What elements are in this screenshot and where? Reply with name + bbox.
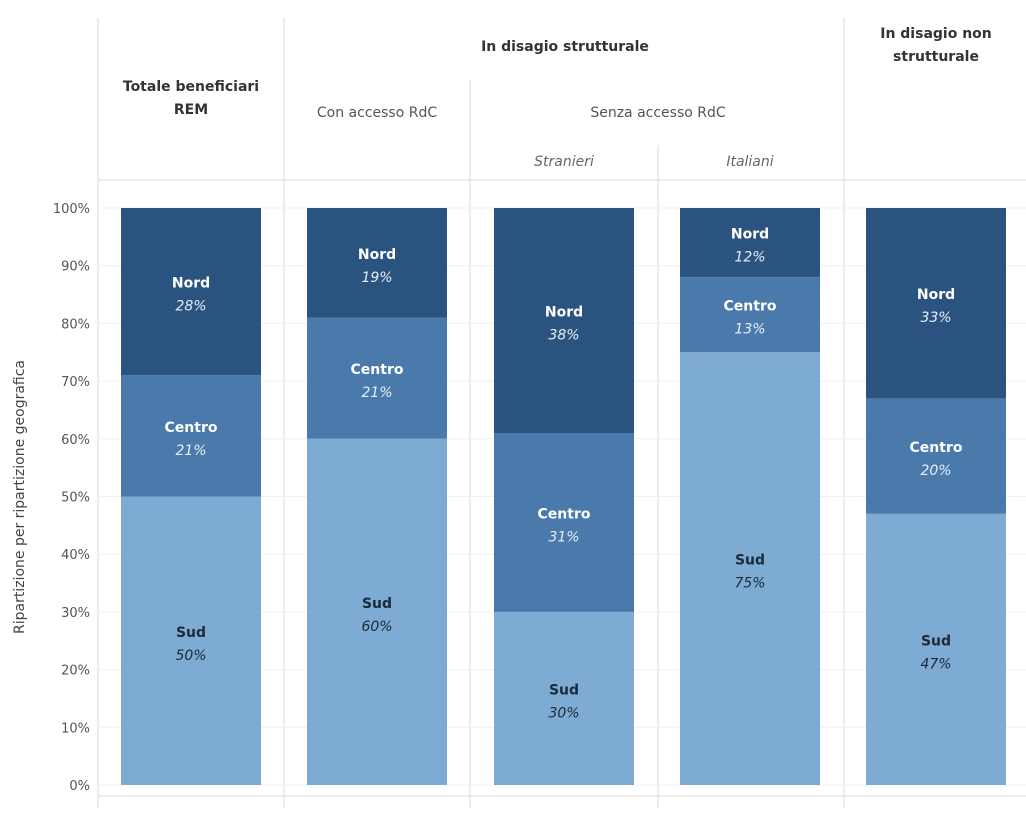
bar-segment-centro — [307, 317, 447, 439]
header-senza-accesso: Senza accesso RdC — [590, 105, 726, 121]
segment-value-label: 33% — [920, 310, 951, 326]
segment-value-label: 31% — [548, 529, 579, 545]
bar-segment-centro — [121, 375, 261, 497]
header-strutturale: In disagio strutturale — [481, 39, 649, 55]
segment-value-label: 13% — [734, 322, 765, 338]
segment-name-label: Nord — [917, 287, 955, 303]
y-tick-label: 80% — [61, 317, 90, 332]
bar-segment-nord — [866, 208, 1006, 399]
bar-segment-sud — [866, 513, 1006, 785]
segment-value-label: 30% — [548, 705, 579, 721]
y-tick-label: 60% — [61, 433, 90, 448]
segment-name-label: Nord — [172, 276, 210, 292]
y-tick-label: 30% — [61, 606, 90, 621]
header-grid — [97, 18, 1026, 808]
bar-segment-nord — [307, 208, 447, 318]
bar-segment-centro — [494, 433, 634, 612]
segment-value-label: 21% — [175, 443, 206, 459]
segment-name-label: Centro — [910, 440, 963, 456]
bar-segment-nord — [121, 208, 261, 376]
bar-segment-centro — [680, 277, 820, 353]
y-tick-label: 40% — [61, 548, 90, 563]
segment-name-label: Centro — [165, 420, 218, 436]
y-axis-ticks: 0% 10% 20% 30% 40% 50% 60% 70% 80% 90% 100% — [53, 202, 90, 794]
segment-name-label: Nord — [358, 247, 396, 263]
bar-segment-nord — [680, 208, 820, 278]
segment-name-label: Sud — [549, 682, 579, 698]
segment-value-label: 21% — [361, 385, 392, 401]
y-tick-label: 20% — [61, 664, 90, 679]
header-totale-line2: REM — [174, 102, 208, 118]
bar-segment-sud — [307, 438, 447, 785]
header-totale-line1: Totale beneficiari — [123, 79, 259, 95]
segment-name-label: Centro — [724, 299, 777, 315]
bar-segment-sud — [680, 352, 820, 785]
y-tick-label: 0% — [69, 779, 90, 794]
y-tick-label: 70% — [61, 375, 90, 390]
bar-segment-nord — [494, 208, 634, 434]
segment-value-label: 19% — [361, 270, 392, 286]
header-italiani: Italiani — [726, 154, 773, 170]
y-axis-title: Ripartizione per ripartizione geografica — [12, 360, 28, 634]
segment-value-label: 38% — [548, 328, 579, 344]
segment-name-label: Nord — [545, 305, 583, 321]
y-tick-label: 100% — [53, 202, 90, 217]
segment-value-label: 28% — [175, 299, 206, 315]
y-tick-label: 50% — [61, 491, 90, 506]
bars: Sud 50% Centro 21% Nord 28% Sud 60% Centro 21% Nor… — [121, 208, 1006, 785]
segment-value-label: 47% — [920, 656, 951, 672]
segment-name-label: Centro — [351, 362, 404, 378]
segment-value-label: 20% — [920, 463, 951, 479]
y-tick-label: 10% — [61, 721, 90, 736]
y-tick-label: 90% — [61, 260, 90, 275]
segment-value-label: 75% — [734, 576, 765, 592]
segment-name-label: Nord — [731, 227, 769, 243]
column-headers: Totale beneficiari REM In disagio strutt… — [123, 26, 992, 170]
header-con-accesso: Con accesso RdC — [317, 105, 437, 121]
segment-name-label: Sud — [362, 596, 392, 612]
segment-name-label: Sud — [921, 633, 951, 649]
segment-value-label: 60% — [361, 619, 392, 635]
segment-name-label: Centro — [538, 506, 591, 522]
segment-value-label: 50% — [175, 648, 206, 664]
segment-name-label: Sud — [735, 553, 765, 569]
bar-segment-centro — [866, 398, 1006, 514]
header-non-strutturale-line2: strutturale — [893, 49, 979, 65]
segment-value-label: 12% — [734, 250, 765, 266]
header-non-strutturale-line1: In disagio non — [880, 26, 992, 42]
header-stranieri: Stranieri — [534, 154, 594, 170]
bar-segment-sud — [494, 611, 634, 785]
bar-segment-sud — [121, 496, 261, 785]
segment-name-label: Sud — [176, 625, 206, 641]
